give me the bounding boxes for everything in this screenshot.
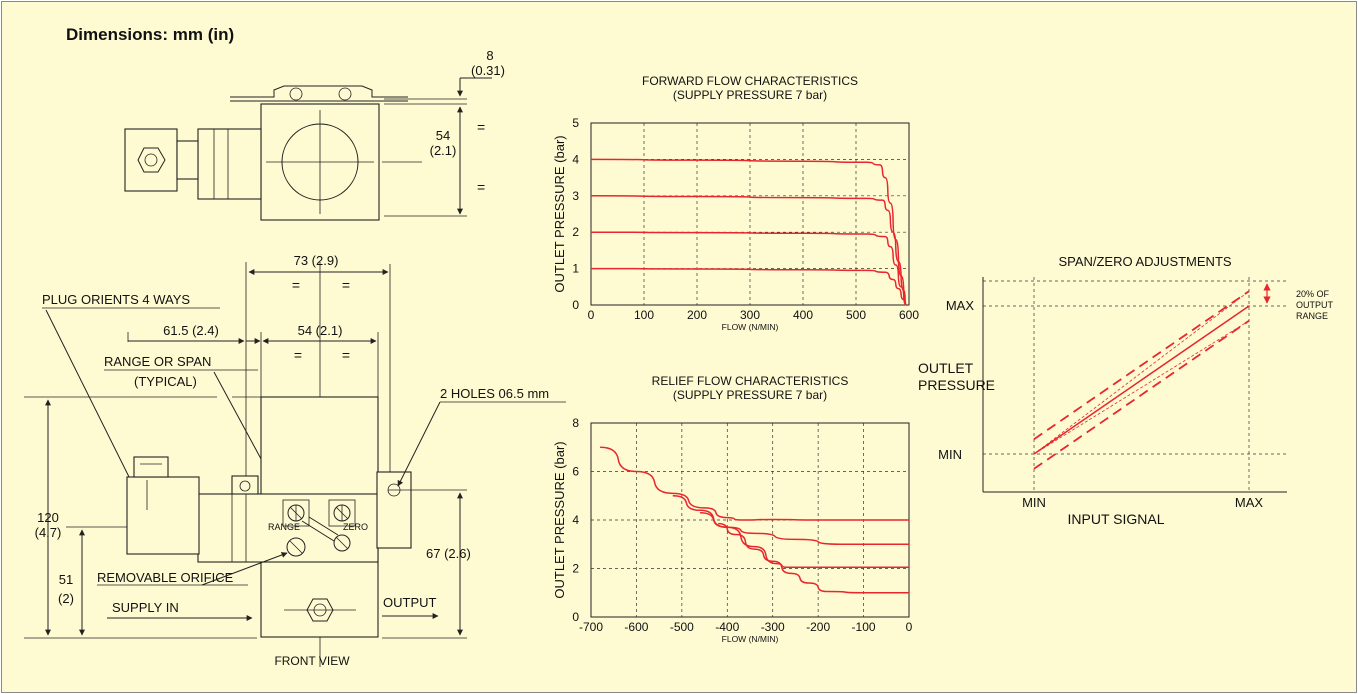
x-tick-label: -100 bbox=[852, 620, 876, 634]
x-max-label: MAX bbox=[1235, 495, 1264, 510]
x-tick-label: -700 bbox=[579, 620, 603, 634]
x-tick-label: -600 bbox=[624, 620, 648, 634]
equal-mark: = bbox=[477, 179, 485, 195]
dim-51: 51 bbox=[59, 572, 73, 587]
series-line-2 bbox=[590, 195, 907, 306]
chart-title: SPAN/ZERO ADJUSTMENTS bbox=[1058, 254, 1231, 269]
removable-orifice-icon bbox=[286, 537, 306, 557]
x-axis-label: INPUT SIGNAL bbox=[1068, 511, 1165, 527]
series-line-2 bbox=[672, 495, 909, 545]
series-line-4 bbox=[1033, 290, 1250, 455]
equal-mark: = bbox=[342, 277, 350, 293]
label-removable-orifice: REMOVABLE ORIFICE bbox=[97, 570, 234, 585]
y-axis-label-line1: OUTLET bbox=[918, 360, 974, 376]
x-axis-label: FLOW (N/MIN) bbox=[722, 634, 779, 644]
x-tick-label: 200 bbox=[687, 308, 707, 322]
series-line-1 bbox=[590, 158, 907, 306]
chart-title: FORWARD FLOW CHARACTERISTICS bbox=[642, 74, 858, 88]
dim-120-in: (4.7) bbox=[35, 525, 62, 540]
label-plug-orients: PLUG ORIENTS 4 WAYS bbox=[42, 292, 190, 307]
series-line-3 bbox=[590, 231, 907, 306]
y-axis-label-line2: PRESSURE bbox=[918, 377, 995, 393]
y-axis-label: OUTLET PRESSURE (bar) bbox=[552, 135, 567, 292]
dim-67: 67 (2.6) bbox=[426, 546, 471, 561]
x-min-label: MIN bbox=[1022, 495, 1046, 510]
equal-mark: = bbox=[294, 347, 302, 363]
top-dim-8-in: (0.31) bbox=[471, 63, 505, 78]
y-tick-label: 2 bbox=[572, 225, 579, 239]
series-line-4 bbox=[718, 522, 909, 594]
label-output: OUTPUT bbox=[383, 595, 437, 610]
y-tick-label: 0 bbox=[572, 298, 579, 312]
label-typical: (TYPICAL) bbox=[134, 374, 197, 389]
x-tick-label: -500 bbox=[670, 620, 694, 634]
sheet-title: Dimensions: mm (in) bbox=[66, 25, 235, 44]
label-range-or-span: RANGE OR SPAN bbox=[104, 354, 211, 369]
x-tick-label: 0 bbox=[588, 308, 595, 322]
equal-mark: = bbox=[342, 347, 350, 363]
top-view: 8 (0.31) 54 (2.1) = = bbox=[124, 48, 505, 221]
label-supply-in: SUPPLY IN bbox=[112, 600, 179, 615]
x-tick-label: 300 bbox=[740, 308, 760, 322]
series-line-1 bbox=[1033, 305, 1250, 455]
label-front-view: FRONT VIEW bbox=[274, 654, 350, 668]
y-min-label: MIN bbox=[938, 447, 962, 462]
series-line-4 bbox=[590, 267, 907, 306]
dim-120: 120 bbox=[37, 510, 59, 525]
front-view: 73 (2.9) = = 61.5 (2.4) 54 (2.1) = = PLU… bbox=[24, 253, 566, 668]
x-tick-label: -400 bbox=[715, 620, 739, 634]
chart-subtitle: (SUPPLY PRESSURE 7 bar) bbox=[673, 388, 827, 402]
chart-title: RELIEF FLOW CHARACTERISTICS bbox=[652, 374, 849, 388]
y-tick-label: 4 bbox=[572, 513, 579, 527]
y-tick-label: 1 bbox=[572, 262, 579, 276]
x-tick-label: -300 bbox=[761, 620, 785, 634]
series-line-3 bbox=[1033, 320, 1250, 470]
x-tick-label: 600 bbox=[899, 308, 919, 322]
forward-flow-chart: FORWARD FLOW CHARACTERISTICS(SUPPLY PRES… bbox=[552, 74, 919, 332]
chart-subtitle: (SUPPLY PRESSURE 7 bar) bbox=[673, 88, 827, 102]
annotation-text: RANGE bbox=[1296, 311, 1328, 321]
y-tick-label: 5 bbox=[572, 116, 579, 130]
label-zero: ZERO bbox=[343, 522, 368, 532]
label-range: RANGE bbox=[268, 522, 300, 532]
series-line-1 bbox=[600, 446, 909, 521]
dim-54-vertical: 54 bbox=[436, 128, 450, 143]
y-max-label: MAX bbox=[946, 298, 975, 313]
x-tick-label: 100 bbox=[634, 308, 654, 322]
mounting-bracket bbox=[376, 471, 412, 549]
y-tick-label: 8 bbox=[572, 416, 579, 430]
dim-61-5: 61.5 (2.4) bbox=[163, 323, 219, 338]
y-tick-label: 2 bbox=[572, 562, 579, 576]
x-tick-label: -200 bbox=[806, 620, 830, 634]
y-axis-label: OUTLET PRESSURE (bar) bbox=[552, 441, 567, 598]
series-line-5 bbox=[1033, 320, 1250, 455]
dim-54-vertical-in: (2.1) bbox=[430, 143, 457, 158]
equal-mark: = bbox=[292, 277, 300, 293]
span-zero-chart: SPAN/ZERO ADJUSTMENTS MAX MIN OUTLETPRESSUR… bbox=[918, 254, 1334, 527]
y-tick-label: 4 bbox=[572, 152, 579, 166]
annotation-text: 20% OF bbox=[1296, 289, 1330, 299]
x-tick-label: 400 bbox=[793, 308, 813, 322]
top-dim-8: 8 bbox=[486, 48, 493, 63]
relief-flow-chart: RELIEF FLOW CHARACTERISTICS(SUPPLY PRESS… bbox=[552, 374, 913, 644]
x-tick-label: 0 bbox=[906, 620, 913, 634]
annotation-text: OUTPUT bbox=[1296, 300, 1334, 310]
series-line-2 bbox=[1033, 290, 1250, 440]
y-tick-label: 3 bbox=[572, 189, 579, 203]
plot-frame bbox=[590, 122, 910, 306]
dim-51-in: (2) bbox=[58, 591, 74, 606]
equal-mark: = bbox=[477, 119, 485, 135]
x-tick-label: 500 bbox=[846, 308, 866, 322]
dim-54-horizontal: 54 (2.1) bbox=[298, 323, 343, 338]
y-tick-label: 0 bbox=[572, 610, 579, 624]
label-two-holes: 2 HOLES 06.5 mm bbox=[440, 386, 549, 401]
dim-73: 73 (2.9) bbox=[294, 253, 339, 268]
x-axis-label: FLOW (N/MIN) bbox=[722, 322, 779, 332]
plug-connector bbox=[126, 476, 200, 555]
y-tick-label: 6 bbox=[572, 465, 579, 479]
